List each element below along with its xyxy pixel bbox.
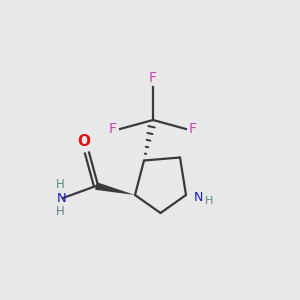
Polygon shape — [95, 182, 135, 195]
Text: F: F — [149, 70, 157, 85]
Text: H: H — [56, 178, 64, 191]
Text: F: F — [109, 122, 117, 136]
Text: F: F — [189, 122, 197, 136]
Text: N: N — [194, 191, 203, 204]
Text: O: O — [77, 134, 91, 149]
Text: H: H — [205, 196, 213, 206]
Text: H: H — [56, 205, 64, 218]
Text: N: N — [57, 191, 66, 205]
